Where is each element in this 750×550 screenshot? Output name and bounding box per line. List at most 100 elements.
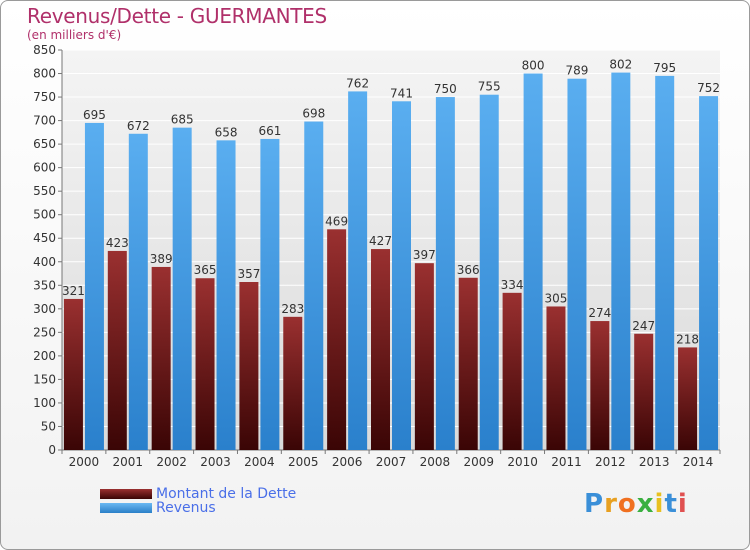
proxiti-logo: Proxiti — [584, 489, 688, 519]
bar-revenus — [699, 96, 719, 450]
bar-dette — [371, 249, 390, 450]
bar-dette — [634, 333, 654, 450]
y-tick-label: 350 — [33, 278, 56, 292]
y-tick-label: 450 — [33, 231, 56, 245]
y-tick-label: 400 — [33, 255, 56, 269]
data-label: 397 — [413, 248, 436, 262]
data-label: 741 — [390, 86, 413, 100]
bar-dette — [63, 298, 83, 450]
bar-dette — [590, 321, 610, 450]
bar-dette — [239, 282, 259, 450]
data-label: 698 — [302, 107, 325, 121]
data-label: 305 — [545, 291, 568, 305]
data-label: 658 — [215, 125, 238, 139]
y-tick-label: 800 — [33, 67, 56, 81]
bar-dette — [195, 278, 215, 450]
x-tick-label: 2008 — [420, 455, 451, 469]
y-tick-label: 650 — [33, 137, 56, 151]
y-tick-label: 300 — [33, 302, 56, 316]
bar-revenus — [216, 140, 236, 450]
data-label: 366 — [457, 263, 480, 277]
bar-revenus — [611, 72, 631, 451]
bar-dette — [283, 316, 303, 450]
data-label: 795 — [653, 61, 676, 75]
y-tick-label: 50 — [41, 419, 56, 433]
x-tick-label: 2007 — [376, 455, 407, 469]
x-tick-label: 2012 — [595, 455, 626, 469]
bar-revenus — [567, 78, 587, 451]
x-tick-label: 2002 — [156, 455, 187, 469]
bar-revenus — [172, 127, 192, 450]
data-label: 469 — [325, 214, 348, 228]
y-tick-label: 600 — [33, 161, 56, 175]
data-label: 695 — [83, 108, 106, 122]
y-tick-label: 550 — [33, 184, 56, 198]
x-tick-label: 2004 — [244, 455, 275, 469]
legend-swatch-dette — [100, 489, 152, 499]
data-label: 283 — [281, 302, 304, 316]
data-label: 789 — [566, 64, 589, 78]
bar-dette — [107, 250, 127, 450]
bar-dette — [327, 229, 347, 450]
data-label: 752 — [697, 81, 720, 95]
data-label: 389 — [150, 252, 173, 266]
bar-dette — [502, 292, 522, 450]
data-label: 755 — [478, 80, 501, 94]
chart-subtitle: (en milliers d'€) — [27, 28, 122, 42]
bar-dette — [678, 347, 698, 450]
x-tick-label: 2010 — [507, 455, 538, 469]
y-tick-label: 700 — [33, 114, 56, 128]
legend-swatch-revenus — [100, 503, 152, 513]
x-tick-label: 2003 — [200, 455, 231, 469]
x-tick-label: 2006 — [332, 455, 363, 469]
x-tick-label: 2014 — [683, 455, 714, 469]
y-tick-label: 750 — [33, 90, 56, 104]
plot-area — [62, 50, 720, 450]
data-label: 274 — [588, 306, 611, 320]
y-tick-label: 200 — [33, 349, 56, 363]
bar-revenus — [479, 94, 499, 451]
data-label: 750 — [434, 82, 457, 96]
x-tick-label: 2013 — [639, 455, 670, 469]
bar-dette — [151, 266, 171, 450]
data-label: 365 — [194, 263, 217, 277]
bar-revenus — [392, 101, 411, 450]
bar-dette — [414, 263, 434, 450]
data-label: 218 — [676, 332, 699, 346]
data-label: 247 — [632, 319, 655, 333]
bar-revenus — [523, 73, 543, 450]
bar-revenus — [84, 122, 104, 451]
chart-title: Revenus/Dette - GUERMANTES — [27, 4, 327, 28]
data-label: 321 — [62, 284, 85, 298]
bar-revenus — [260, 138, 280, 451]
data-label: 802 — [609, 58, 632, 72]
bar-revenus — [304, 121, 324, 450]
x-tick-label: 2009 — [463, 455, 494, 469]
data-label: 661 — [258, 124, 281, 138]
data-label: 762 — [346, 76, 369, 90]
bar-dette — [458, 277, 478, 450]
bar-dette — [546, 306, 566, 450]
data-label: 334 — [501, 278, 524, 292]
y-tick-label: 0 — [48, 443, 56, 457]
x-tick-label: 2000 — [69, 455, 100, 469]
data-label: 685 — [171, 113, 194, 127]
y-tick-label: 150 — [33, 372, 56, 386]
y-tick-label: 250 — [33, 325, 56, 339]
data-label: 423 — [106, 236, 129, 250]
legend-label-revenus: Revenus — [156, 500, 216, 516]
x-tick-label: 2001 — [113, 455, 144, 469]
data-label: 800 — [522, 59, 545, 73]
bar-revenus — [435, 97, 455, 450]
bar-revenus — [128, 133, 148, 450]
bar-revenus — [655, 75, 675, 450]
y-tick-label: 850 — [33, 43, 56, 57]
data-label: 357 — [237, 267, 260, 281]
bar-revenus — [348, 91, 368, 450]
y-tick-label: 100 — [33, 396, 56, 410]
legend-label-dette: Montant de la Dette — [156, 486, 297, 502]
x-tick-label: 2011 — [551, 455, 582, 469]
data-label: 672 — [127, 119, 150, 133]
x-tick-label: 2005 — [288, 455, 319, 469]
